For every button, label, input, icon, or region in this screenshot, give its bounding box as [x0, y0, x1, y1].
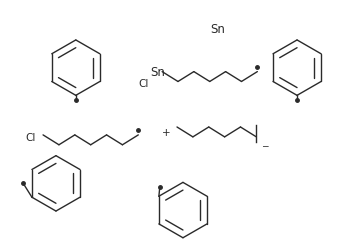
Text: Sn: Sn [210, 22, 225, 36]
Text: Cl: Cl [138, 79, 149, 89]
Text: Sn: Sn [150, 66, 165, 79]
Text: −: − [261, 141, 269, 150]
Text: +: + [162, 128, 170, 137]
Text: Cl: Cl [25, 132, 36, 142]
